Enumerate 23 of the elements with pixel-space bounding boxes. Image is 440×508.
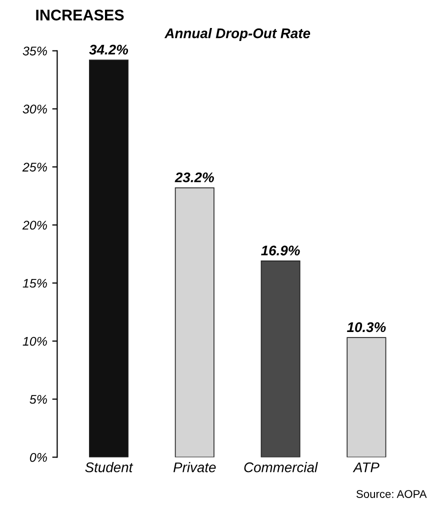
data-label: 23.2%	[174, 172, 214, 182]
source-note: Source: AOPA	[356, 490, 427, 498]
y-tick-label: 15%	[22, 278, 47, 288]
x-tick-label: Student	[85, 462, 134, 472]
data-label: 10.3%	[346, 322, 386, 332]
chart-subtitle: Annual Drop-Out Rate	[164, 28, 310, 41]
y-tick-label: 35%	[22, 46, 47, 56]
x-tick-label: Commercial	[244, 462, 318, 472]
bar	[174, 187, 214, 458]
y-tick-label: 10%	[22, 336, 47, 346]
y-tick-label: 30%	[22, 104, 47, 114]
bar	[346, 337, 386, 458]
y-tick-label: 25%	[22, 162, 47, 172]
data-label: 16.9%	[261, 246, 300, 256]
data-label: 34.2%	[89, 44, 128, 55]
x-tick-label: Private	[173, 462, 216, 472]
bar	[88, 60, 128, 458]
y-tick-label: 5%	[30, 395, 47, 404]
y-tick-label: 20%	[22, 220, 47, 230]
chart-title: INCREASES	[36, 10, 124, 20]
bar	[260, 260, 300, 458]
y-tick-label: 0%	[30, 453, 47, 462]
x-tick-label: ATP	[352, 462, 380, 472]
